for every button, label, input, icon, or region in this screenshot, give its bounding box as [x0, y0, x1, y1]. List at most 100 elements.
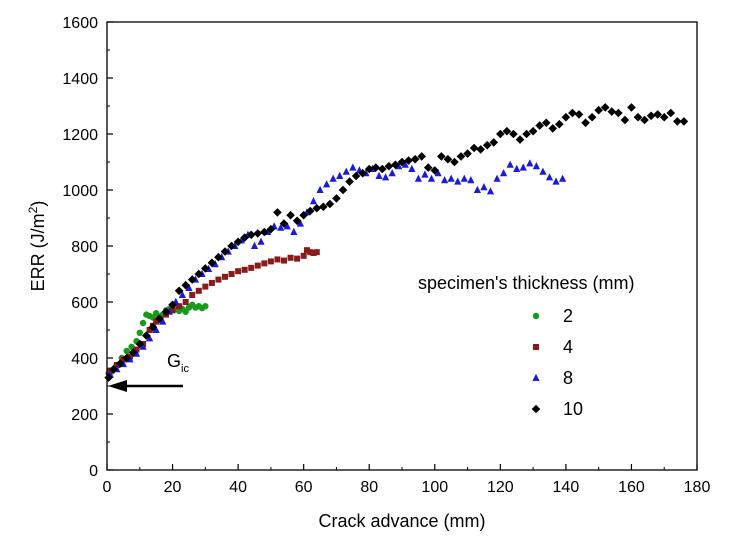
x-tick-label: 100 [421, 479, 448, 496]
data-point-series-4 [202, 283, 209, 290]
data-point-series-4 [267, 258, 274, 265]
y-tick-label: 400 [71, 351, 98, 368]
data-point-series-4 [274, 256, 281, 263]
data-point-series-10 [404, 156, 413, 165]
legend-title: specimen's thickness (mm) [418, 273, 634, 293]
data-point-series-10 [666, 108, 676, 118]
x-tick-label: 0 [103, 479, 112, 496]
data-point-series-10 [397, 157, 407, 167]
data-point-series-8 [296, 219, 304, 227]
data-point-series-4 [195, 287, 202, 294]
x-tick-label: 120 [487, 479, 514, 496]
data-point-series-2 [202, 303, 209, 310]
data-point-series-10 [345, 177, 354, 186]
data-point-series-10 [515, 135, 525, 144]
plot-frame [106, 21, 698, 471]
data-point-series-10 [299, 210, 308, 220]
y-tick-label: 1000 [62, 183, 98, 200]
data-point-series-8 [447, 174, 455, 182]
data-point-series-10 [600, 103, 610, 112]
data-point-series-4 [248, 264, 255, 271]
data-point-series-8 [336, 171, 344, 179]
legend-marker-series-10 [531, 404, 541, 414]
data-point-series-8 [460, 174, 468, 182]
data-point-series-10 [115, 359, 125, 368]
data-point-series-4 [300, 252, 307, 259]
data-point-series-10 [168, 300, 177, 310]
x-tick-label: 40 [229, 479, 247, 496]
data-point-series-10 [443, 154, 453, 164]
y-tick-label: 600 [71, 295, 98, 312]
data-point-series-4 [189, 292, 196, 298]
data-point-series-10 [620, 115, 630, 125]
data-point-series-10 [384, 161, 394, 171]
y-axis-label-superscript: 2 [26, 206, 40, 213]
data-point-series-10 [561, 112, 571, 122]
y-axis-label: ERR (J/m2) [26, 201, 48, 292]
data-point-series-10 [594, 105, 603, 115]
data-point-series-2 [139, 319, 147, 327]
data-point-series-10 [266, 224, 276, 234]
data-point-series-8 [434, 169, 442, 177]
data-point-series-8 [473, 185, 481, 193]
data-point-series-10 [476, 145, 485, 154]
y-axis-label-end: ) [28, 201, 48, 207]
data-point-series-10 [627, 103, 636, 112]
x-tick-label: 20 [164, 479, 182, 496]
data-point-series-4 [215, 276, 222, 283]
data-point-series-10 [240, 233, 249, 242]
data-point-series-10 [371, 163, 381, 172]
data-point-series-8 [159, 317, 167, 325]
data-point-series-4 [294, 255, 301, 262]
data-point-series-8 [382, 173, 390, 181]
legend-marker-series-4 [533, 344, 539, 350]
data-point-series-10 [378, 164, 387, 174]
data-point-series-10 [541, 118, 551, 128]
y-tick-label: 1600 [62, 15, 98, 32]
data-point-series-10 [633, 112, 643, 122]
data-point-series-8 [539, 167, 547, 175]
data-point-series-10 [679, 117, 689, 126]
data-point-series-8 [185, 283, 193, 291]
data-point-series-8 [480, 183, 488, 191]
data-point-series-4 [307, 249, 314, 256]
data-point-series-10 [646, 111, 656, 121]
data-point-series-10 [482, 140, 492, 150]
data-point-series-10 [155, 314, 164, 324]
data-point-series-8 [323, 180, 331, 188]
data-point-series-4 [281, 257, 287, 264]
data-point-series-10 [286, 210, 295, 220]
data-point-series-10 [528, 126, 538, 136]
data-point-series-10 [463, 149, 472, 158]
data-point-series-10 [509, 129, 518, 139]
data-point-series-10 [233, 237, 243, 247]
data-point-series-10 [253, 229, 263, 238]
data-point-series-10 [581, 118, 590, 128]
data-point-series-10 [220, 247, 230, 256]
gic-annotation: Gic [108, 351, 189, 392]
legend-marker-series-2 [532, 312, 540, 320]
data-point-series-4 [241, 266, 248, 273]
data-point-series-10 [246, 230, 256, 240]
data-point-series-4 [313, 249, 320, 256]
data-point-series-4 [235, 268, 242, 275]
data-point-series-8 [329, 174, 337, 182]
data-point-series-8 [277, 223, 285, 231]
data-point-series-10 [469, 143, 479, 153]
data-point-series-8 [408, 164, 416, 172]
y-tick-label: 1200 [62, 127, 98, 144]
data-point-series-8 [414, 174, 422, 182]
data-point-series-10 [174, 286, 184, 296]
data-point-series-10 [364, 164, 374, 174]
data-point-series-4 [287, 254, 294, 261]
data-point-series-10 [187, 275, 197, 284]
legend-entries: 2 4 8 10 [531, 306, 583, 419]
data-point-series-4 [182, 299, 189, 305]
data-point-series-10 [292, 216, 302, 226]
data-point-series-10 [273, 208, 282, 217]
data-point-series-10 [437, 152, 446, 161]
data-point-series-10 [128, 348, 138, 357]
data-point-series-10 [555, 119, 564, 129]
data-point-series-10 [673, 117, 682, 126]
